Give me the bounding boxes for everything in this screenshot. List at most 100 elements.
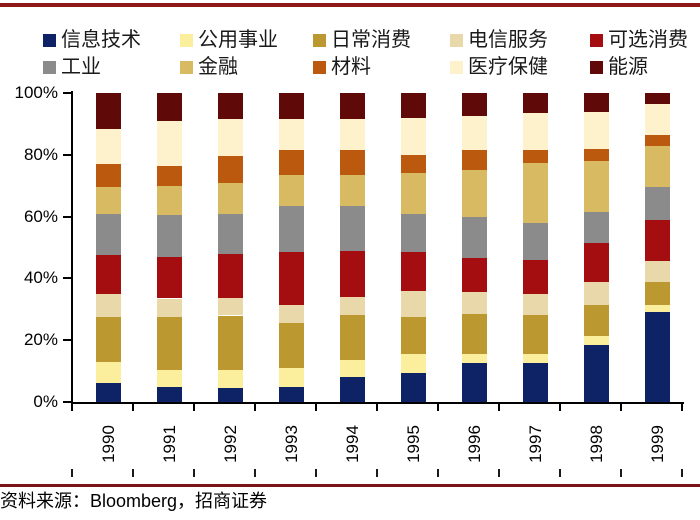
bar-segment bbox=[401, 290, 426, 318]
plot-area bbox=[72, 93, 682, 402]
x-axis-year-label: 1995 bbox=[403, 425, 423, 463]
bar-segment bbox=[645, 93, 670, 104]
legend-swatch-icon bbox=[590, 33, 603, 47]
x-axis-category-divider bbox=[376, 469, 378, 477]
bar-segment bbox=[96, 164, 121, 188]
x-axis-category-divider bbox=[315, 469, 317, 477]
bar-segment bbox=[340, 296, 365, 316]
legend-label: 能源 bbox=[608, 56, 648, 78]
bottom-border-line bbox=[0, 484, 700, 487]
bar-segment bbox=[340, 377, 365, 402]
legend-swatch-icon bbox=[590, 60, 603, 74]
bar-segment bbox=[157, 317, 182, 370]
stacked-bar-1990 bbox=[96, 93, 121, 402]
bar-segment bbox=[340, 315, 365, 361]
bar-segment bbox=[157, 93, 182, 121]
bar-segment bbox=[279, 304, 304, 324]
x-axis-tick bbox=[681, 402, 683, 411]
y-axis-tick bbox=[63, 215, 71, 218]
bar-segment bbox=[462, 116, 487, 151]
legend-item: 能源 bbox=[590, 55, 648, 79]
bar-segment bbox=[340, 174, 365, 206]
x-axis-tick bbox=[620, 402, 622, 411]
bar-segment bbox=[157, 298, 182, 318]
legend-item: 材料 bbox=[313, 55, 371, 79]
bar-segment bbox=[523, 162, 548, 223]
x-axis-tick bbox=[315, 402, 317, 411]
bar-segment bbox=[279, 150, 304, 175]
bar-segment bbox=[462, 150, 487, 171]
bar-segment bbox=[279, 119, 304, 151]
bar-segment bbox=[584, 211, 609, 243]
stacked-bar-1991 bbox=[157, 93, 182, 402]
y-axis-line bbox=[71, 91, 73, 404]
bar-segment bbox=[401, 117, 426, 155]
x-axis-tick bbox=[132, 402, 134, 411]
bar-segment bbox=[218, 119, 243, 157]
legend-item: 信息技术 bbox=[43, 28, 141, 52]
x-axis-tick bbox=[71, 402, 73, 411]
bar-segment bbox=[584, 148, 609, 161]
bar-segment bbox=[523, 293, 548, 316]
x-axis-category-divider bbox=[437, 469, 439, 477]
legend-item: 金融 bbox=[180, 55, 238, 79]
legend-swatch-icon bbox=[43, 60, 56, 74]
y-axis-tick-label: 100% bbox=[14, 83, 58, 102]
bar-segment bbox=[157, 386, 182, 402]
bar-segment bbox=[279, 386, 304, 402]
legend-swatch-icon bbox=[313, 60, 326, 74]
bar-segment bbox=[523, 354, 548, 364]
x-axis-category-divider bbox=[498, 469, 500, 477]
top-border-line bbox=[0, 3, 700, 7]
bar-segment bbox=[218, 156, 243, 183]
legend-swatch-icon bbox=[180, 33, 193, 47]
legend-item: 可选消费 bbox=[590, 28, 688, 52]
x-axis-year-label: 1998 bbox=[586, 425, 606, 463]
source-note: 资料来源：Bloomberg，招商证券 bbox=[0, 491, 268, 511]
legend-label: 可选消费 bbox=[608, 29, 688, 51]
bar-segment bbox=[584, 242, 609, 282]
legend-item: 工业 bbox=[43, 55, 101, 79]
bar-segment bbox=[279, 252, 304, 305]
y-axis-tick bbox=[63, 153, 71, 156]
bar-segment bbox=[218, 182, 243, 214]
bar-segment bbox=[218, 388, 243, 402]
x-axis-tick bbox=[498, 402, 500, 411]
bar-segment bbox=[340, 93, 365, 120]
legend: 信息技术 公用事业 日常消费 电信服务 可选消费 工业 金融 材料 医疗保健 能源 bbox=[0, 28, 700, 84]
bar-segment bbox=[96, 93, 121, 129]
bar-segment bbox=[340, 150, 365, 175]
bar-segment bbox=[279, 174, 304, 206]
bar-segment bbox=[218, 213, 243, 254]
bar-segment bbox=[157, 256, 182, 299]
legend-label: 信息技术 bbox=[61, 29, 141, 51]
stacked-bar-1993 bbox=[279, 93, 304, 402]
legend-item: 医疗保健 bbox=[450, 55, 548, 79]
bar-segment bbox=[157, 185, 182, 216]
bar-segment bbox=[645, 312, 670, 402]
bar-segment bbox=[584, 93, 609, 112]
x-axis-year-label: 1996 bbox=[464, 425, 484, 463]
y-axis-tick-label: 80% bbox=[23, 144, 58, 164]
x-axis-tick bbox=[193, 402, 195, 411]
bar-segment bbox=[279, 93, 304, 120]
y-axis-tick bbox=[63, 339, 71, 342]
bar-segment bbox=[279, 368, 304, 387]
legend-swatch-icon bbox=[43, 33, 56, 47]
bar-segment bbox=[340, 119, 365, 151]
bar-segment bbox=[96, 361, 121, 384]
bar-segment bbox=[645, 219, 670, 262]
bar-segment bbox=[279, 205, 304, 253]
bar-segment bbox=[462, 93, 487, 117]
x-axis-category-divider bbox=[132, 469, 134, 477]
bar-segment bbox=[462, 354, 487, 364]
x-axis-tick bbox=[376, 402, 378, 411]
bar-segment bbox=[218, 315, 243, 370]
bar-segment bbox=[584, 344, 609, 402]
x-axis-year-label: 1999 bbox=[647, 425, 667, 463]
bar-segment bbox=[462, 363, 487, 402]
bar-segment bbox=[157, 215, 182, 257]
legend-label: 日常消费 bbox=[331, 29, 411, 51]
bar-segment bbox=[645, 261, 670, 282]
